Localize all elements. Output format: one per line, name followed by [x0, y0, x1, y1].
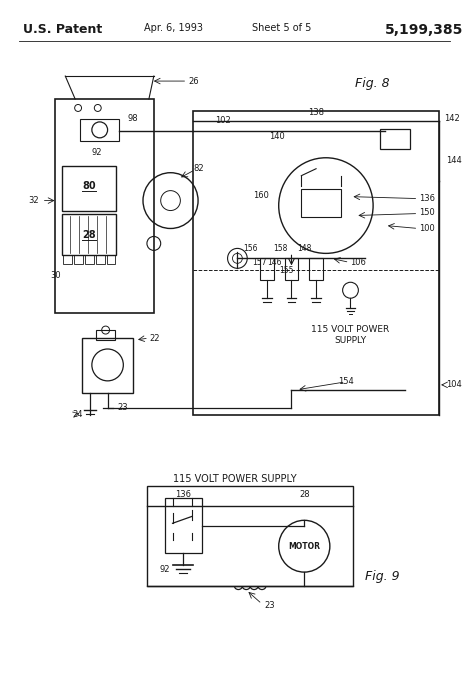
- Bar: [82, 338, 133, 393]
- Text: 148: 148: [297, 244, 311, 253]
- Bar: [96, 255, 105, 264]
- Text: 28: 28: [299, 490, 310, 499]
- Text: 5,199,385: 5,199,385: [385, 23, 464, 38]
- Text: 92: 92: [92, 148, 102, 157]
- Text: 30: 30: [51, 271, 61, 280]
- Bar: [260, 258, 274, 280]
- Text: 92: 92: [159, 564, 170, 574]
- Text: 32: 32: [28, 196, 39, 205]
- Bar: [147, 487, 354, 586]
- Bar: [193, 111, 439, 415]
- Text: 24: 24: [72, 410, 82, 419]
- Text: 140: 140: [269, 132, 284, 141]
- Text: Fig. 9: Fig. 9: [365, 569, 400, 583]
- Text: 106: 106: [350, 258, 366, 267]
- Bar: [380, 129, 410, 149]
- Bar: [309, 258, 323, 280]
- Text: 26: 26: [188, 77, 199, 86]
- Text: 136: 136: [175, 490, 191, 499]
- Bar: [85, 255, 94, 264]
- Text: MOTOR: MOTOR: [288, 541, 320, 551]
- Bar: [80, 119, 119, 141]
- Text: 104: 104: [446, 380, 462, 389]
- Text: 102: 102: [215, 116, 230, 125]
- Text: 156: 156: [243, 244, 257, 253]
- Bar: [96, 330, 116, 340]
- Text: Sheet 5 of 5: Sheet 5 of 5: [252, 23, 311, 33]
- Bar: [55, 99, 154, 313]
- Bar: [63, 166, 117, 211]
- Text: 142: 142: [444, 114, 460, 123]
- Text: 22: 22: [149, 333, 159, 342]
- Text: 144: 144: [446, 156, 462, 165]
- Text: 115 VOLT POWER
SUPPLY: 115 VOLT POWER SUPPLY: [311, 325, 390, 345]
- Bar: [107, 255, 116, 264]
- Text: 146: 146: [267, 258, 282, 267]
- Text: 150: 150: [419, 208, 435, 217]
- Bar: [64, 255, 72, 264]
- Text: 23: 23: [118, 403, 128, 412]
- Text: 138: 138: [308, 109, 324, 118]
- Bar: [74, 255, 83, 264]
- Bar: [164, 498, 202, 553]
- Text: Apr. 6, 1993: Apr. 6, 1993: [144, 23, 203, 33]
- Text: 80: 80: [82, 181, 96, 191]
- Text: 115 VOLT POWER SUPPLY: 115 VOLT POWER SUPPLY: [173, 475, 296, 484]
- Text: 157: 157: [252, 258, 266, 267]
- Text: 98: 98: [127, 114, 138, 123]
- Bar: [301, 189, 341, 216]
- Text: 158: 158: [273, 244, 288, 253]
- Text: 155: 155: [279, 266, 294, 275]
- Text: 100: 100: [419, 224, 435, 233]
- Text: 23: 23: [264, 601, 274, 610]
- Text: Fig. 8: Fig. 8: [356, 77, 390, 90]
- Bar: [63, 214, 117, 255]
- Text: 160: 160: [253, 191, 269, 200]
- Text: 28: 28: [82, 230, 96, 240]
- Text: 136: 136: [419, 194, 435, 203]
- Text: U.S. Patent: U.S. Patent: [23, 23, 102, 36]
- Text: 82: 82: [193, 164, 204, 173]
- Bar: [284, 258, 298, 280]
- Text: 154: 154: [337, 377, 354, 386]
